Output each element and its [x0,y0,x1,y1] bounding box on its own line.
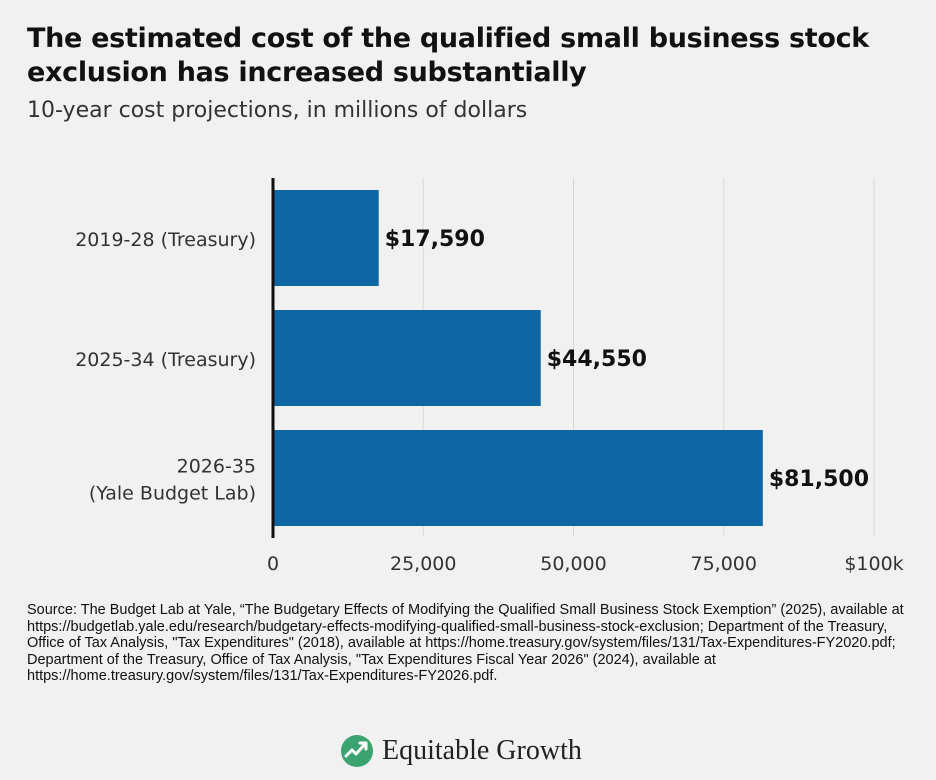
chart-subtitle: 10-year cost projections, in millions of… [27,98,528,123]
equitable-growth-logo: Equitable Growth [340,734,582,768]
bar-value-label: $81,500 [769,467,869,492]
category-label: (Yale Budget Lab) [89,483,256,505]
x-tick-label: 25,000 [390,553,456,575]
x-tick-label: 50,000 [540,553,606,575]
category-label: 2025-34 (Treasury) [75,349,256,371]
bar [273,310,541,406]
category-label: 2019-28 (Treasury) [75,229,256,251]
source-note: Source: The Budget Lab at Yale, “The Bud… [27,602,904,684]
bar [273,190,379,286]
bar [273,430,763,526]
growth-leaf-icon [341,735,373,767]
x-tick-label: 75,000 [691,553,757,575]
bar-chart: $17,590 2019-28 (Treasury) $44,550 2025-34 … [75,178,904,575]
x-tick-label: 0 [267,553,279,575]
logo-text: Equitable Growth [382,735,582,766]
x-tick-label: $100k [844,553,903,575]
bar-value-label: $17,590 [385,227,485,252]
bar-value-label: $44,550 [547,347,647,372]
category-label: 2026-35 [177,456,256,478]
chart-title: The estimated cost of the qualified smal… [27,23,869,88]
